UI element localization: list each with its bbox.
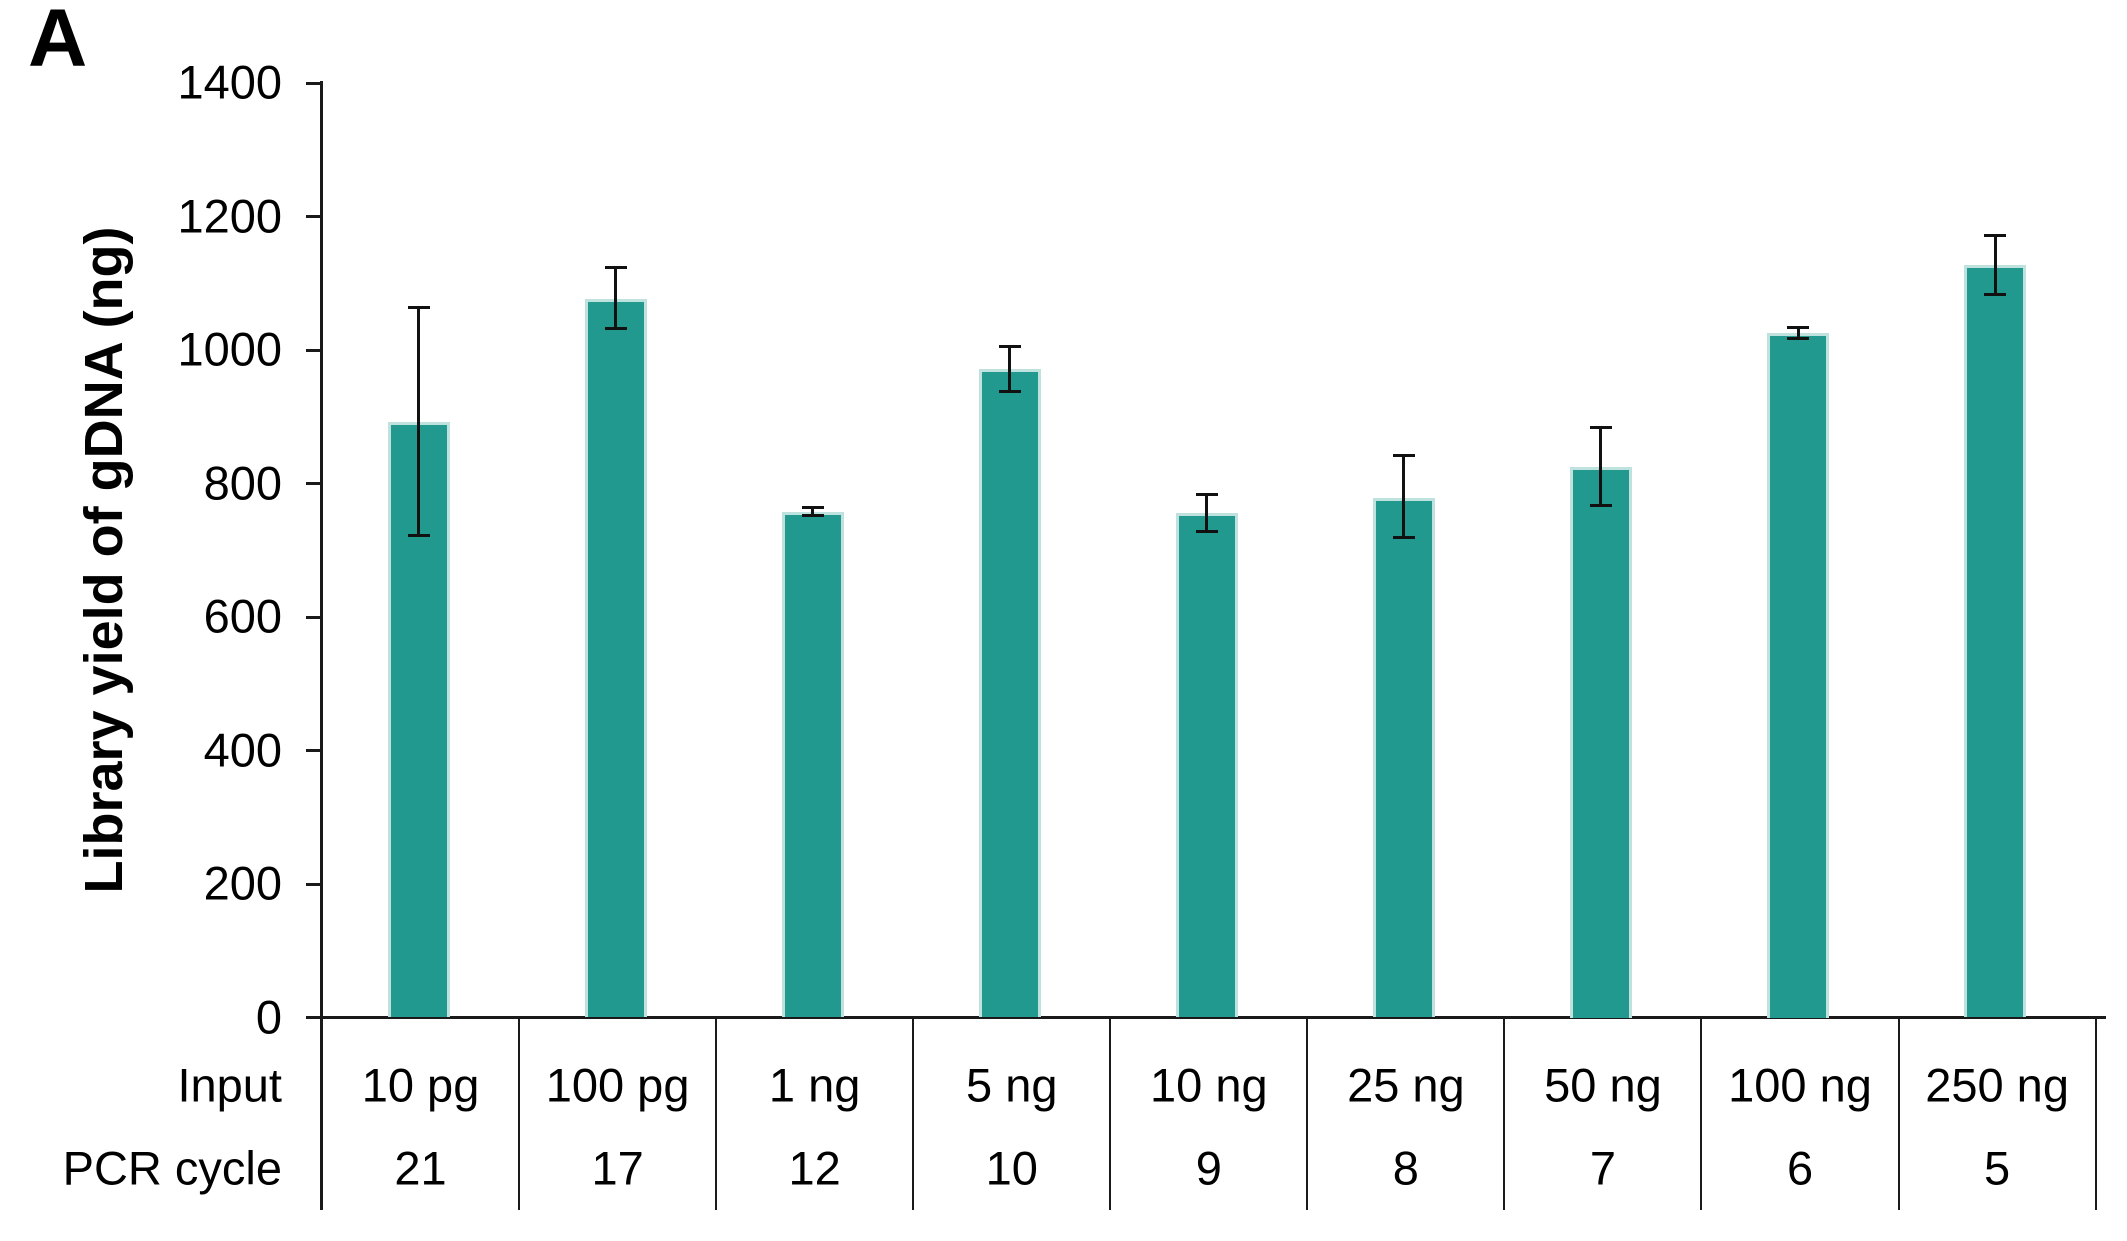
y-tick-label: 400 [203,722,282,776]
error-bar-cap-top [1589,425,1612,429]
y-tick-mark [306,882,322,886]
table-divider [1503,1017,1506,1210]
row-label-input: Input [177,1058,282,1112]
error-bar-cap-bottom [407,534,430,538]
bar [978,369,1041,1018]
row-label-pcr-cycle: PCR cycle [62,1141,282,1195]
table-cell-pcr-cycle: 9 [1195,1141,1222,1195]
y-axis-title: Library yield of gDNA (ng) [74,226,134,894]
y-tick-label: 0 [255,989,282,1043]
error-bar-cap-bottom [1787,337,1810,341]
bar [1964,265,2027,1018]
error-bar-cap-top [801,505,824,509]
y-tick-mark [306,81,322,85]
table-cell-input: 250 ng [1925,1058,2069,1112]
error-bar [1205,493,1209,532]
table-cell-input: 10 ng [1150,1058,1268,1112]
table-cell-input: 1 ng [768,1058,861,1112]
table-divider [1897,1017,1900,1210]
error-bar-cap-top [998,344,1021,348]
table-divider [912,1017,915,1210]
x-axis-line [320,1016,2106,1019]
bar [1569,466,1632,1018]
table-divider [321,1017,323,1210]
y-tick-mark [306,615,322,619]
table-cell-input: 5 ng [965,1058,1058,1112]
error-bar [1402,454,1406,539]
y-tick-label: 600 [203,589,282,643]
table-divider [1700,1017,1703,1210]
table-divider [2094,1017,2097,1210]
panel-label: A [28,0,88,84]
error-bar-cap-bottom [1984,293,2007,297]
table-cell-input: 100 pg [545,1058,690,1112]
table-divider [1109,1017,1112,1210]
error-bar-cap-top [1787,326,1810,330]
table-divider [518,1017,521,1210]
bar [584,298,647,1018]
table-cell-pcr-cycle: 21 [394,1141,447,1195]
y-tick-label: 800 [203,455,282,509]
table-divider [1306,1017,1309,1210]
error-bar-cap-bottom [1589,504,1612,508]
table-cell-pcr-cycle: 8 [1392,1141,1419,1195]
error-bar [1599,426,1603,507]
bar [1372,497,1435,1018]
table-cell-pcr-cycle: 12 [788,1141,841,1195]
error-bar [417,307,421,537]
table-cell-pcr-cycle: 5 [1984,1141,2011,1195]
y-tick-label: 1200 [177,188,282,242]
bar [1767,333,1830,1018]
error-bar-cap-bottom [604,327,627,331]
table-cell-pcr-cycle: 6 [1786,1141,1814,1195]
bar [781,511,844,1018]
y-tick-mark [306,348,322,352]
bar [1175,512,1238,1018]
error-bar-cap-top [604,266,627,270]
error-bar [1993,235,1997,296]
table-divider [715,1017,718,1210]
error-bar-cap-top [1392,453,1415,457]
y-tick-label: 200 [203,856,282,910]
y-tick-label: 1400 [177,55,282,109]
error-bar-cap-bottom [801,514,824,518]
error-bar-cap-bottom [1195,529,1218,533]
error-bar [1796,327,1800,340]
y-axis-line [320,81,323,1210]
table-cell-input: 100 ng [1728,1058,1872,1112]
table-cell-pcr-cycle: 7 [1589,1141,1617,1195]
error-bar-cap-top [407,306,430,310]
y-tick-mark [306,215,322,218]
error-bar-cap-top [1984,234,2007,238]
y-tick-mark [306,749,322,752]
table-cell-input: 10 pg [361,1058,480,1112]
y-tick-mark [306,1016,322,1019]
table-cell-pcr-cycle: 10 [985,1141,1038,1195]
error-bar [614,267,618,330]
error-bar-cap-top [1195,492,1218,496]
error-bar-cap-bottom [998,390,1021,394]
error-bar-cap-bottom [1392,536,1415,540]
table-cell-pcr-cycle: 17 [591,1141,644,1195]
table-cell-input: 50 ng [1544,1058,1662,1112]
y-tick-label: 1000 [177,322,282,376]
error-bar [811,506,815,517]
error-bar [1008,345,1012,393]
table-cell-input: 25 ng [1347,1058,1465,1112]
y-tick-mark [306,482,322,485]
